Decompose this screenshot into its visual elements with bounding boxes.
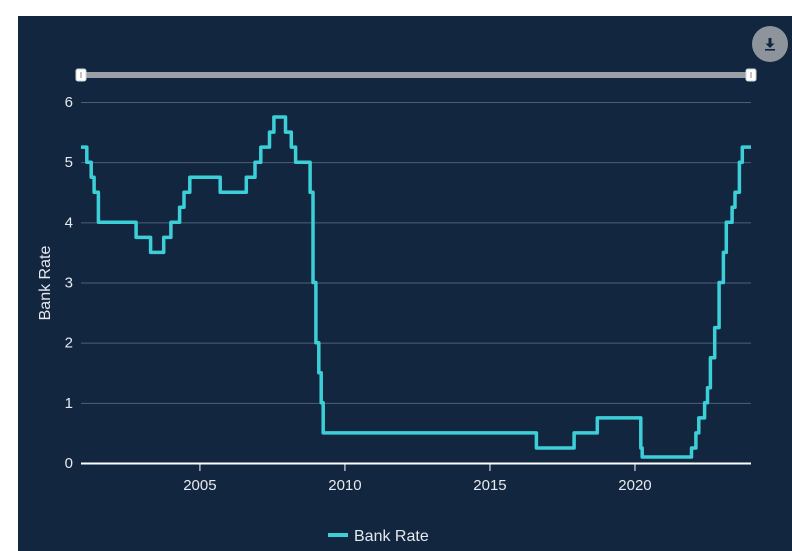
- download-button[interactable]: [752, 26, 788, 62]
- series-line-bank-rate[interactable]: [81, 115, 751, 459]
- y-tick-label: 6: [65, 94, 73, 111]
- y-tick-label: 3: [65, 275, 73, 292]
- download-icon: [765, 38, 775, 51]
- y-tick-label: 0: [65, 455, 73, 472]
- y-axis-title: Bank Rate: [37, 246, 54, 321]
- series-layer: [81, 115, 751, 459]
- x-tick-label: 2010: [328, 477, 361, 494]
- range-navigator[interactable]: [75, 68, 757, 82]
- y-tick-label: 5: [65, 154, 73, 171]
- x-tick-label: 2005: [183, 477, 216, 494]
- x-tick-label: 2020: [618, 477, 651, 494]
- legend[interactable]: Bank Rate: [328, 528, 429, 545]
- y-tick-label: 4: [65, 214, 73, 231]
- legend-label[interactable]: Bank Rate: [354, 528, 429, 545]
- grid-lines: [81, 102, 751, 404]
- y-tick-labels: 0 1 2 3 4 5 6: [65, 94, 73, 472]
- y-tick-label: 2: [65, 335, 73, 352]
- x-tick-label: 2015: [473, 477, 506, 494]
- x-tick-labels: 2005 2010 2015 2020: [183, 463, 652, 494]
- top-strip: [0, 0, 792, 16]
- y-tick-label: 1: [65, 395, 73, 412]
- navigator-track[interactable]: [81, 72, 751, 78]
